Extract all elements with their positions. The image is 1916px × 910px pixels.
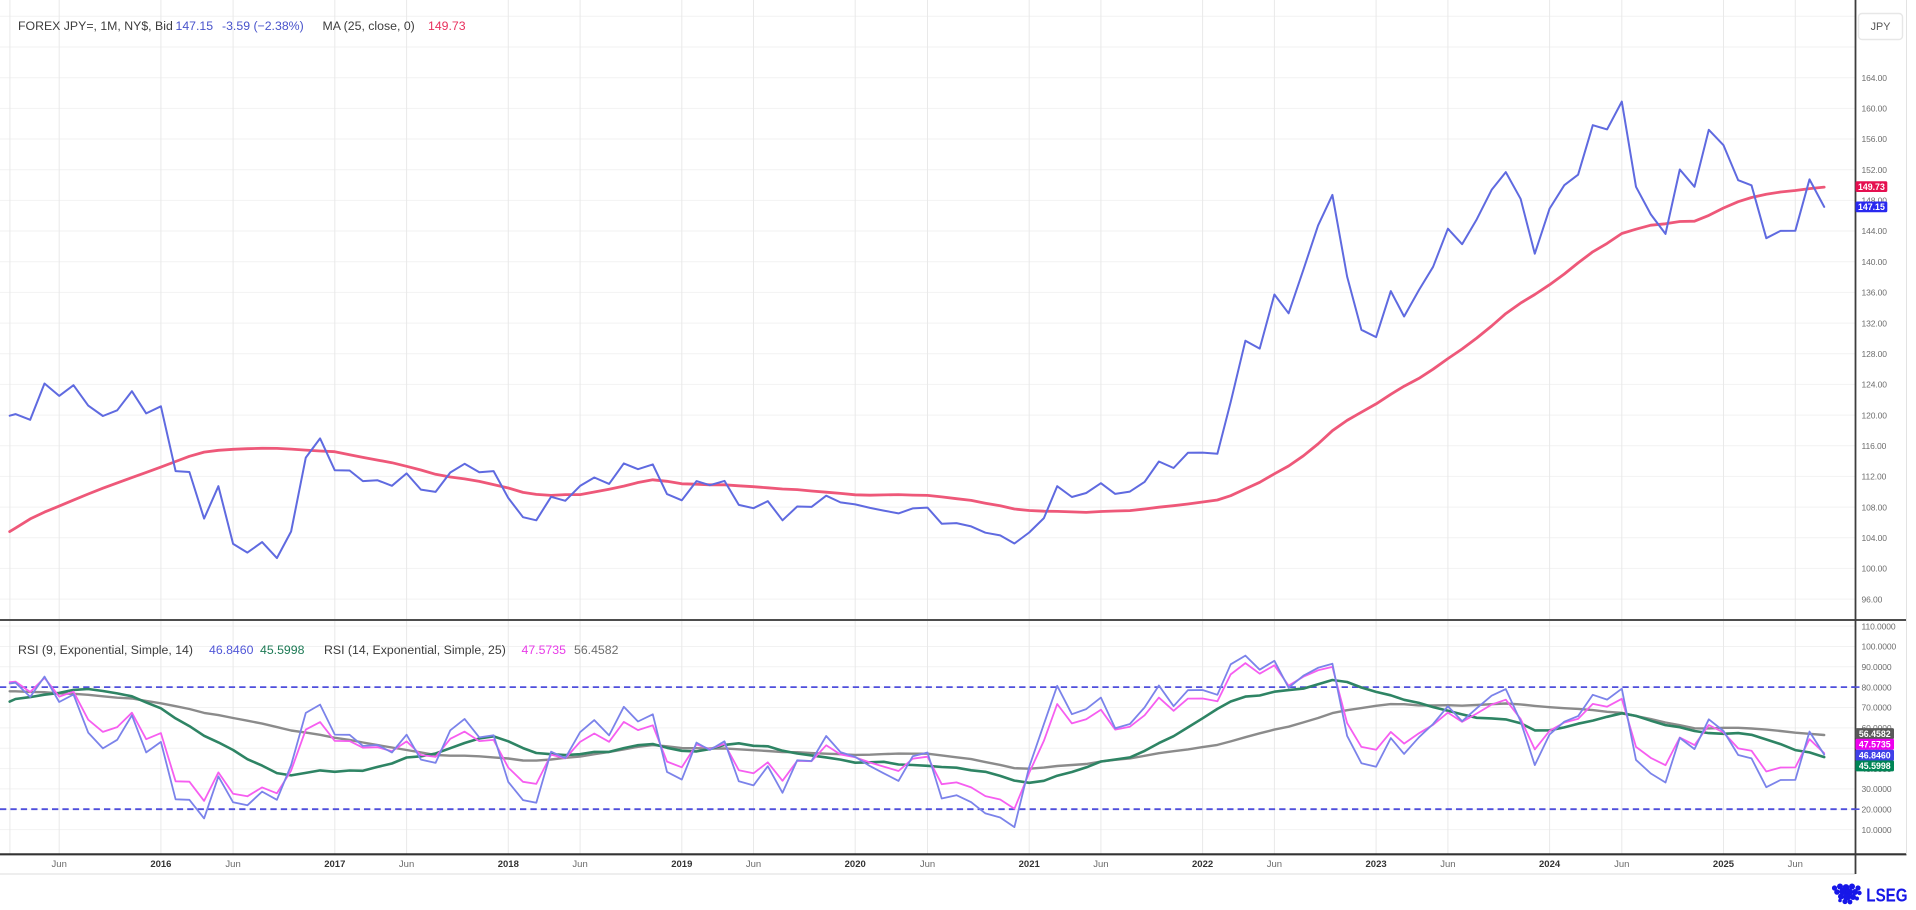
svg-text:47.5735: 47.5735 (1859, 739, 1891, 749)
svg-text:147.15: 147.15 (176, 19, 214, 33)
svg-text:20.0000: 20.0000 (1862, 805, 1892, 815)
svg-text:96.00: 96.00 (1862, 594, 1883, 604)
svg-text:FOREX JPY=, 1M, NY$, Bid: FOREX JPY=, 1M, NY$, Bid (18, 19, 173, 33)
svg-text:Jun: Jun (399, 859, 414, 870)
svg-text:70.0000: 70.0000 (1862, 703, 1892, 713)
svg-text:30.0000: 30.0000 (1862, 784, 1892, 794)
svg-text:2025: 2025 (1713, 859, 1735, 870)
svg-text:140.00: 140.00 (1862, 257, 1888, 267)
svg-text:149.73: 149.73 (1858, 182, 1885, 192)
svg-text:Jun: Jun (746, 859, 761, 870)
svg-text:2022: 2022 (1192, 859, 1213, 870)
svg-text:2016: 2016 (150, 859, 171, 870)
svg-text:Jun: Jun (225, 859, 240, 870)
svg-text:2023: 2023 (1366, 859, 1387, 870)
svg-text:10.0000: 10.0000 (1862, 825, 1892, 835)
svg-text:Jun: Jun (1093, 859, 1108, 870)
svg-text:104.00: 104.00 (1862, 533, 1888, 543)
svg-text:45.5998: 45.5998 (260, 643, 305, 657)
svg-text:2024: 2024 (1539, 859, 1561, 870)
svg-text:2021: 2021 (1019, 859, 1041, 870)
svg-text:45.5998: 45.5998 (1859, 761, 1891, 771)
svg-text:116.00: 116.00 (1862, 441, 1887, 451)
svg-text:149.73: 149.73 (428, 19, 466, 33)
svg-text:128.00: 128.00 (1862, 349, 1888, 359)
svg-text:2018: 2018 (498, 859, 519, 870)
svg-text:110.0000: 110.0000 (1862, 621, 1896, 631)
svg-text:80.0000: 80.0000 (1862, 682, 1892, 692)
svg-text:132.00: 132.00 (1862, 318, 1888, 328)
svg-text:100.0000: 100.0000 (1862, 642, 1897, 652)
svg-text:2020: 2020 (845, 859, 866, 870)
svg-text:Jun: Jun (1440, 859, 1455, 870)
svg-text:152.00: 152.00 (1862, 165, 1888, 175)
svg-text:90.0000: 90.0000 (1862, 662, 1892, 672)
svg-text:RSI (9, Exponential, Simple, 1: RSI (9, Exponential, Simple, 14) (18, 643, 193, 657)
svg-text:Jun: Jun (1614, 859, 1629, 870)
svg-text:LSEG: LSEG (1866, 885, 1907, 905)
svg-text:Jun: Jun (572, 859, 587, 870)
svg-text:147.15: 147.15 (1858, 202, 1885, 212)
svg-text:136.00: 136.00 (1862, 288, 1888, 298)
svg-text:46.8460: 46.8460 (209, 643, 254, 657)
svg-text:144.00: 144.00 (1862, 226, 1888, 236)
svg-text:Jun: Jun (1267, 859, 1282, 870)
svg-text:112.00: 112.00 (1862, 472, 1887, 482)
svg-text:164.00: 164.00 (1862, 73, 1888, 83)
svg-text:47.5735: 47.5735 (522, 643, 567, 657)
svg-text:124.00: 124.00 (1862, 380, 1888, 390)
svg-text:MA (25, close, 0): MA (25, close, 0) (323, 19, 415, 33)
svg-text:108.00: 108.00 (1862, 502, 1888, 512)
svg-text:120.00: 120.00 (1862, 410, 1888, 420)
svg-text:56.4582: 56.4582 (574, 643, 619, 657)
svg-text:RSI (14, Exponential, Simple,: RSI (14, Exponential, Simple, 25) (324, 643, 506, 657)
svg-text:148.00: 148.00 (1862, 196, 1888, 206)
svg-text:100.00: 100.00 (1862, 564, 1888, 574)
svg-text:Jun: Jun (920, 859, 935, 870)
svg-text:56.4582: 56.4582 (1859, 729, 1891, 739)
svg-text:JPY: JPY (1871, 21, 1891, 33)
svg-text:2017: 2017 (324, 859, 345, 870)
svg-text:156.00: 156.00 (1862, 134, 1888, 144)
svg-text:160.00: 160.00 (1862, 104, 1888, 114)
svg-text:46.8460: 46.8460 (1859, 751, 1891, 761)
svg-text:Jun: Jun (1788, 859, 1803, 870)
svg-text:2019: 2019 (671, 859, 692, 870)
svg-text:-3.59 (−2.38%): -3.59 (−2.38%) (222, 19, 304, 33)
svg-text:Jun: Jun (52, 859, 67, 870)
